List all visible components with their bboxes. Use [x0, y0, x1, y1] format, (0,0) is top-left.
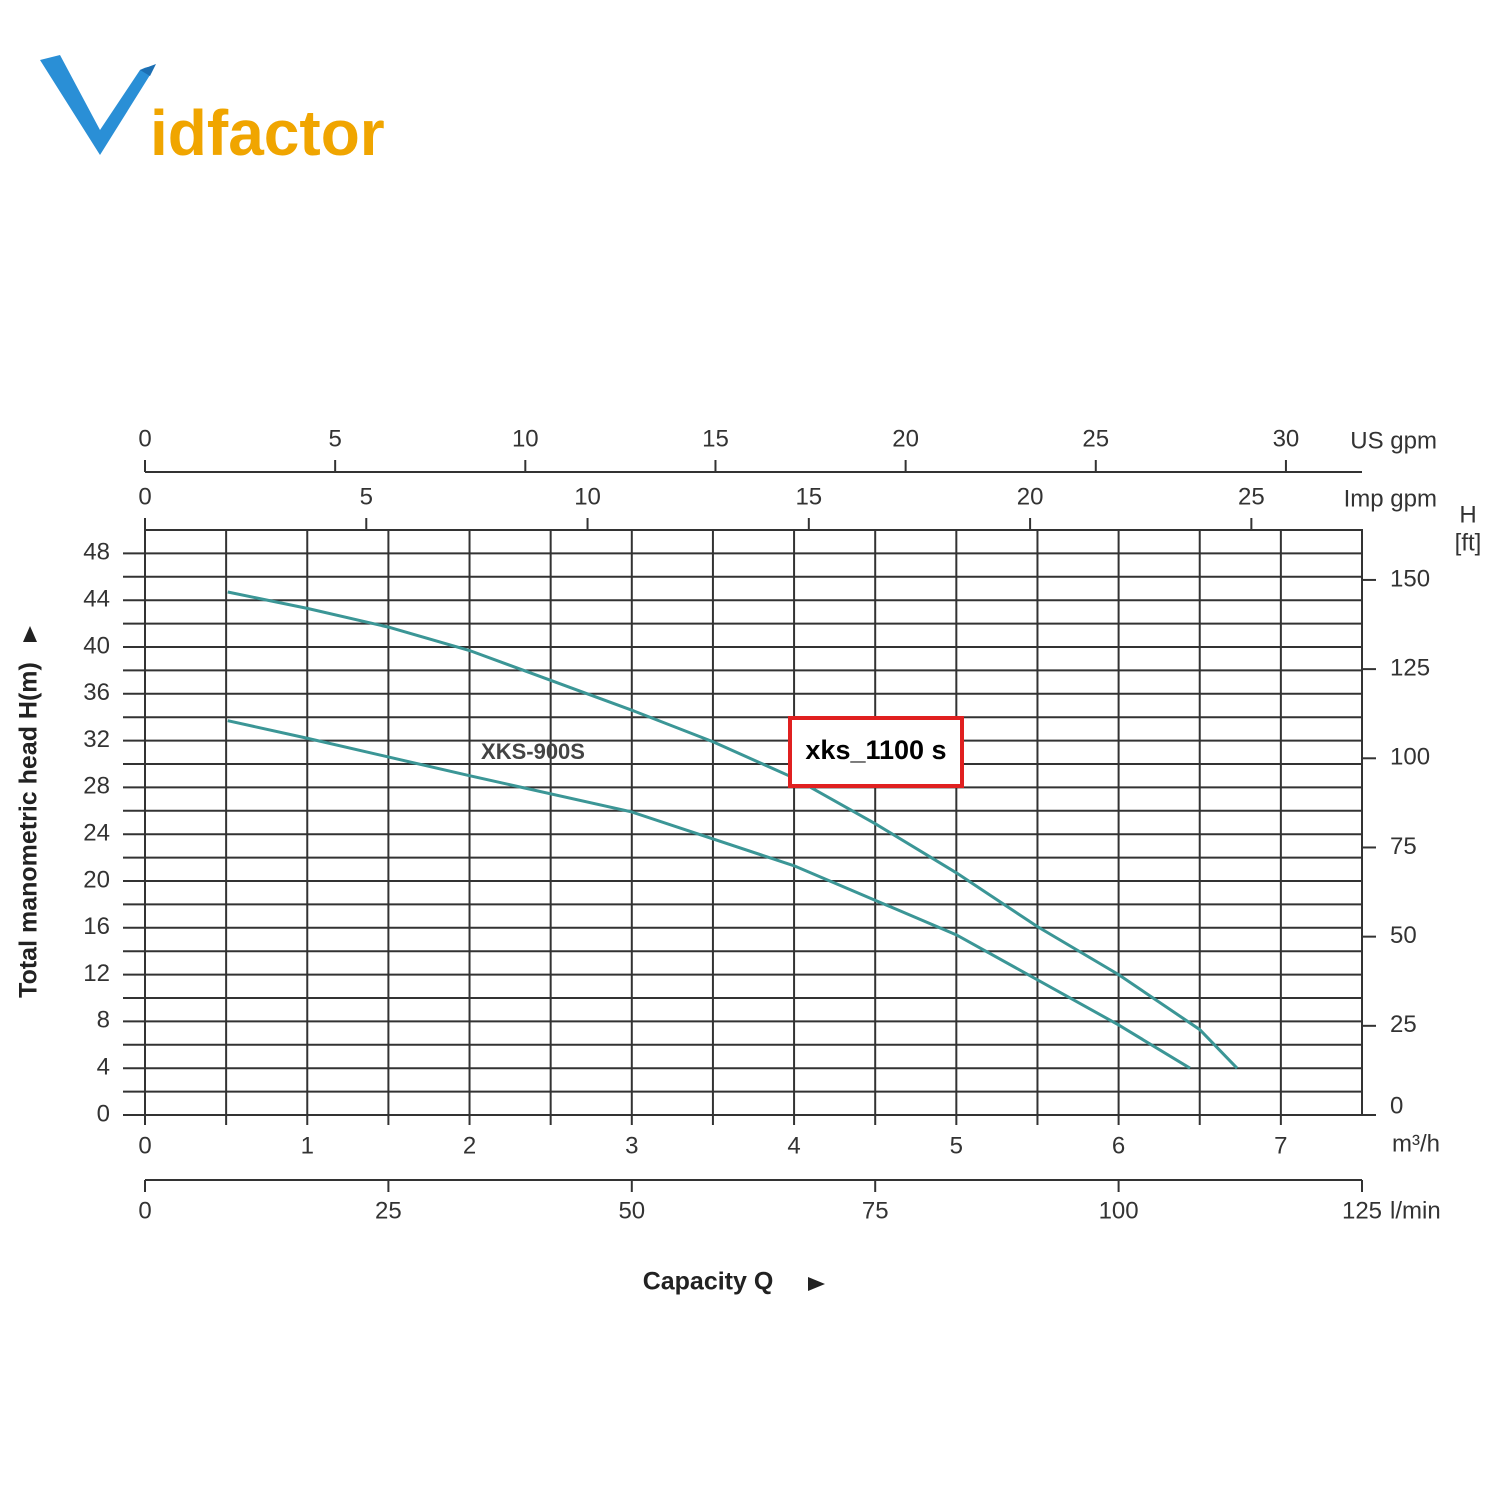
y-tick-label: 32	[83, 726, 110, 753]
y-tick-label: 28	[83, 773, 110, 800]
y2-tick-label: 125	[1390, 654, 1430, 681]
extra-axis-tick-label: 0	[138, 483, 151, 510]
x-tick-label: 6	[1112, 1132, 1125, 1159]
extra-axis-tick-label: 15	[795, 483, 822, 510]
x-arrow	[808, 1277, 825, 1291]
extra-axis-tick-label: 15	[702, 425, 729, 452]
extra-axis-tick-label: 20	[1017, 483, 1044, 510]
extra-axis-unit: l/min	[1390, 1197, 1441, 1224]
y2-tick-label: 50	[1390, 922, 1417, 949]
extra-axis-tick-label: 25	[1238, 483, 1265, 510]
extra-axis-tick-label: 125	[1342, 1197, 1382, 1224]
x-tick-label: 3	[625, 1132, 638, 1159]
extra-axis-tick-label: 10	[512, 425, 539, 452]
extra-axis-tick-label: 100	[1099, 1197, 1139, 1224]
x-tick-label: 4	[787, 1132, 800, 1159]
x-tick-label: 7	[1274, 1132, 1287, 1159]
y-tick-label: 24	[83, 820, 110, 847]
label-box	[788, 716, 964, 788]
y-tick-label: 20	[83, 866, 110, 893]
y-tick-label: 40	[83, 632, 110, 659]
extra-axis-tick-label: 0	[138, 425, 151, 452]
extra-axis-tick-label: 20	[892, 425, 919, 452]
extra-axis-tick-label: 75	[862, 1197, 889, 1224]
extra-axis-tick-label: 5	[328, 425, 341, 452]
plot-frame	[144, 529, 1363, 1116]
extra-axis-tick-label: 10	[574, 483, 601, 510]
series-label: XKS-900S	[481, 739, 585, 764]
y2-tick-label: 100	[1390, 744, 1430, 771]
curve	[227, 719, 1191, 1070]
curve	[227, 590, 1239, 1070]
y-tick-label: 44	[83, 586, 110, 613]
logo-text: idfactor	[150, 97, 385, 169]
logo-mark-tip	[140, 64, 156, 76]
extra-axis-tick-label: 5	[360, 483, 373, 510]
y2-unit: H	[1459, 501, 1476, 528]
y2-tick-label: 75	[1390, 833, 1417, 860]
x-tick-label: 1	[301, 1132, 314, 1159]
extra-axis-unit: US gpm	[1350, 427, 1437, 454]
logo: idfactor	[40, 55, 385, 169]
x-tick-label: 0	[138, 1132, 151, 1159]
x-tick-label: 2	[463, 1132, 476, 1159]
y-tick-label: 48	[83, 539, 110, 566]
extra-axis-tick-label: 25	[1082, 425, 1109, 452]
x-unit: m³/h	[1392, 1130, 1440, 1157]
y-tick-label: 0	[97, 1100, 110, 1127]
y-tick-label: 12	[83, 960, 110, 987]
y-tick-label: 8	[97, 1007, 110, 1034]
x-axis-label: Capacity Q	[643, 1268, 774, 1296]
extra-axis-tick-label: 0	[138, 1197, 151, 1224]
y2-tick-label: 25	[1390, 1011, 1417, 1038]
extra-axis-tick-label: 25	[375, 1197, 402, 1224]
logo-mark	[40, 55, 152, 155]
series-label: xks_1100 s	[805, 735, 946, 765]
y2-unit: [ft]	[1455, 529, 1482, 556]
y-tick-label: 16	[83, 913, 110, 940]
y-tick-label: 36	[83, 679, 110, 706]
y2-tick-label: 150	[1390, 565, 1430, 592]
extra-axis-unit: Imp gpm	[1344, 485, 1437, 512]
y-tick-label: 4	[97, 1054, 110, 1081]
y-arrow	[23, 626, 37, 642]
y-axis-label: Total manometric head H(m)	[15, 662, 43, 998]
y2-tick-label: 0	[1390, 1092, 1403, 1119]
x-tick-label: 5	[950, 1132, 963, 1159]
extra-axis-tick-label: 30	[1273, 425, 1300, 452]
extra-axis-tick-label: 50	[618, 1197, 645, 1224]
